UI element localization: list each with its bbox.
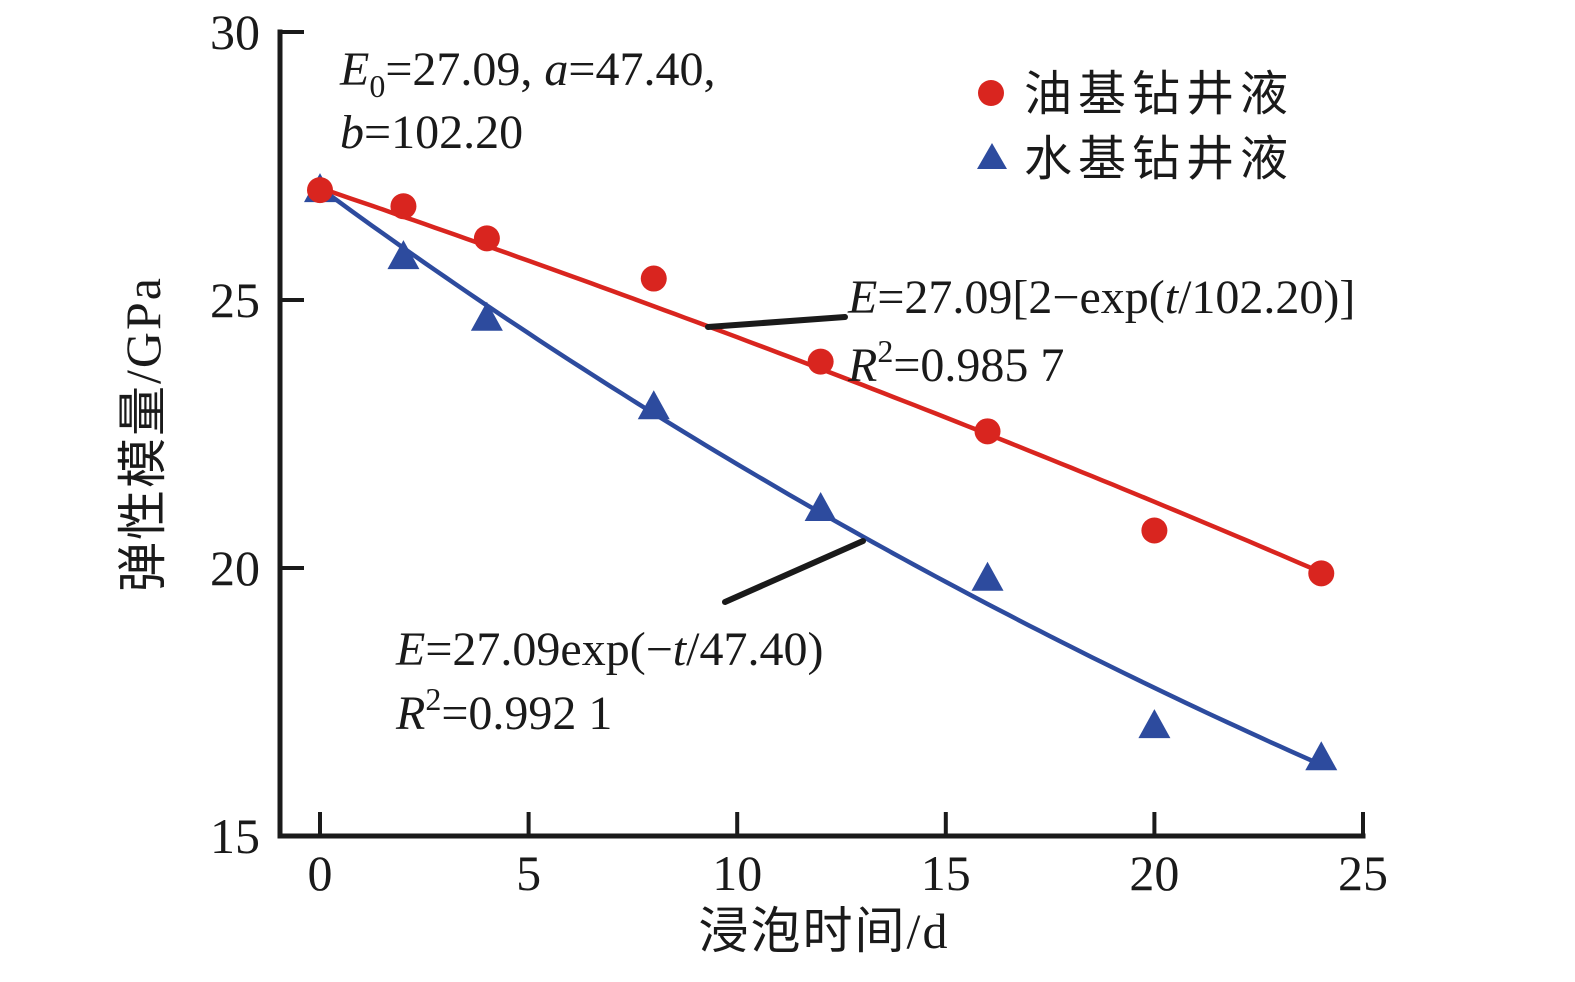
param-annotation-line1: E0=27.09, a=47.40, bbox=[339, 43, 715, 104]
water-data-point-t12 bbox=[804, 492, 837, 522]
oil-data-point-t24 bbox=[1308, 560, 1335, 587]
leader-lines-group bbox=[705, 314, 866, 605]
x-tick-label-20: 20 bbox=[1129, 845, 1179, 901]
eq-oil-line1: E=27.09[2−exp(t/102.20)] bbox=[847, 271, 1355, 324]
eq-water-line1: E=27.09exp(−t/47.40) bbox=[395, 623, 823, 676]
y-tick-label-25: 25 bbox=[210, 272, 260, 328]
x-tick-label-5: 5 bbox=[516, 845, 541, 901]
water-data-point-t8 bbox=[637, 390, 670, 420]
eq-water-r2: R2=0.992 1 bbox=[395, 681, 612, 740]
y-tick-label-20: 20 bbox=[210, 540, 260, 596]
legend-water-swatch-icon bbox=[977, 143, 1007, 169]
oil-data-point-t16 bbox=[974, 418, 1001, 445]
eq-oil-r2: R2=0.985 7 bbox=[847, 333, 1064, 392]
oil-data-point-t12 bbox=[807, 348, 834, 375]
oil-data-point-t2 bbox=[390, 193, 417, 220]
param-annotation-line2: b=102.20 bbox=[340, 106, 523, 159]
oil-data-point-t20 bbox=[1141, 517, 1168, 544]
y-tick-label-15: 15 bbox=[210, 808, 260, 864]
y-tick-label-30: 30 bbox=[210, 4, 260, 60]
legend-label-oil: 油基钻井液 bbox=[1024, 68, 1294, 121]
leader-line-water bbox=[722, 538, 866, 605]
leader-line-oil bbox=[705, 314, 848, 330]
water-data-point-t24 bbox=[1305, 741, 1338, 771]
water-data-point-t2 bbox=[387, 240, 420, 270]
legend-oil-swatch-icon bbox=[978, 80, 1004, 106]
annotations-group: E0=27.09, a=47.40,b=102.20 E=27.09[2−exp(… bbox=[339, 43, 1355, 740]
axes-group: 15 20 25 30 0 5 10 15 20 25 弹性模量/GPa 浸泡时间/d bbox=[115, 4, 1388, 959]
water-data-point-t16 bbox=[971, 561, 1004, 591]
oil-data-point-t0 bbox=[307, 177, 333, 204]
x-tick-label-10: 10 bbox=[712, 845, 762, 901]
x-tick-label-0: 0 bbox=[308, 845, 333, 901]
oil-data-point-t4 bbox=[473, 225, 500, 252]
x-tick-label-25: 25 bbox=[1338, 845, 1388, 901]
legend-label-water: 水基钻井液 bbox=[1024, 133, 1294, 186]
water-data-point-t20 bbox=[1138, 709, 1171, 739]
water-data-point-t4 bbox=[470, 301, 503, 331]
y-axis-title: 弹性模量/GPa bbox=[115, 276, 171, 592]
x-axis-title: 浸泡时间/d bbox=[699, 903, 950, 959]
x-tick-label-15: 15 bbox=[921, 845, 971, 901]
data-points-group bbox=[304, 173, 1338, 771]
oil-data-point-t8 bbox=[640, 265, 667, 292]
